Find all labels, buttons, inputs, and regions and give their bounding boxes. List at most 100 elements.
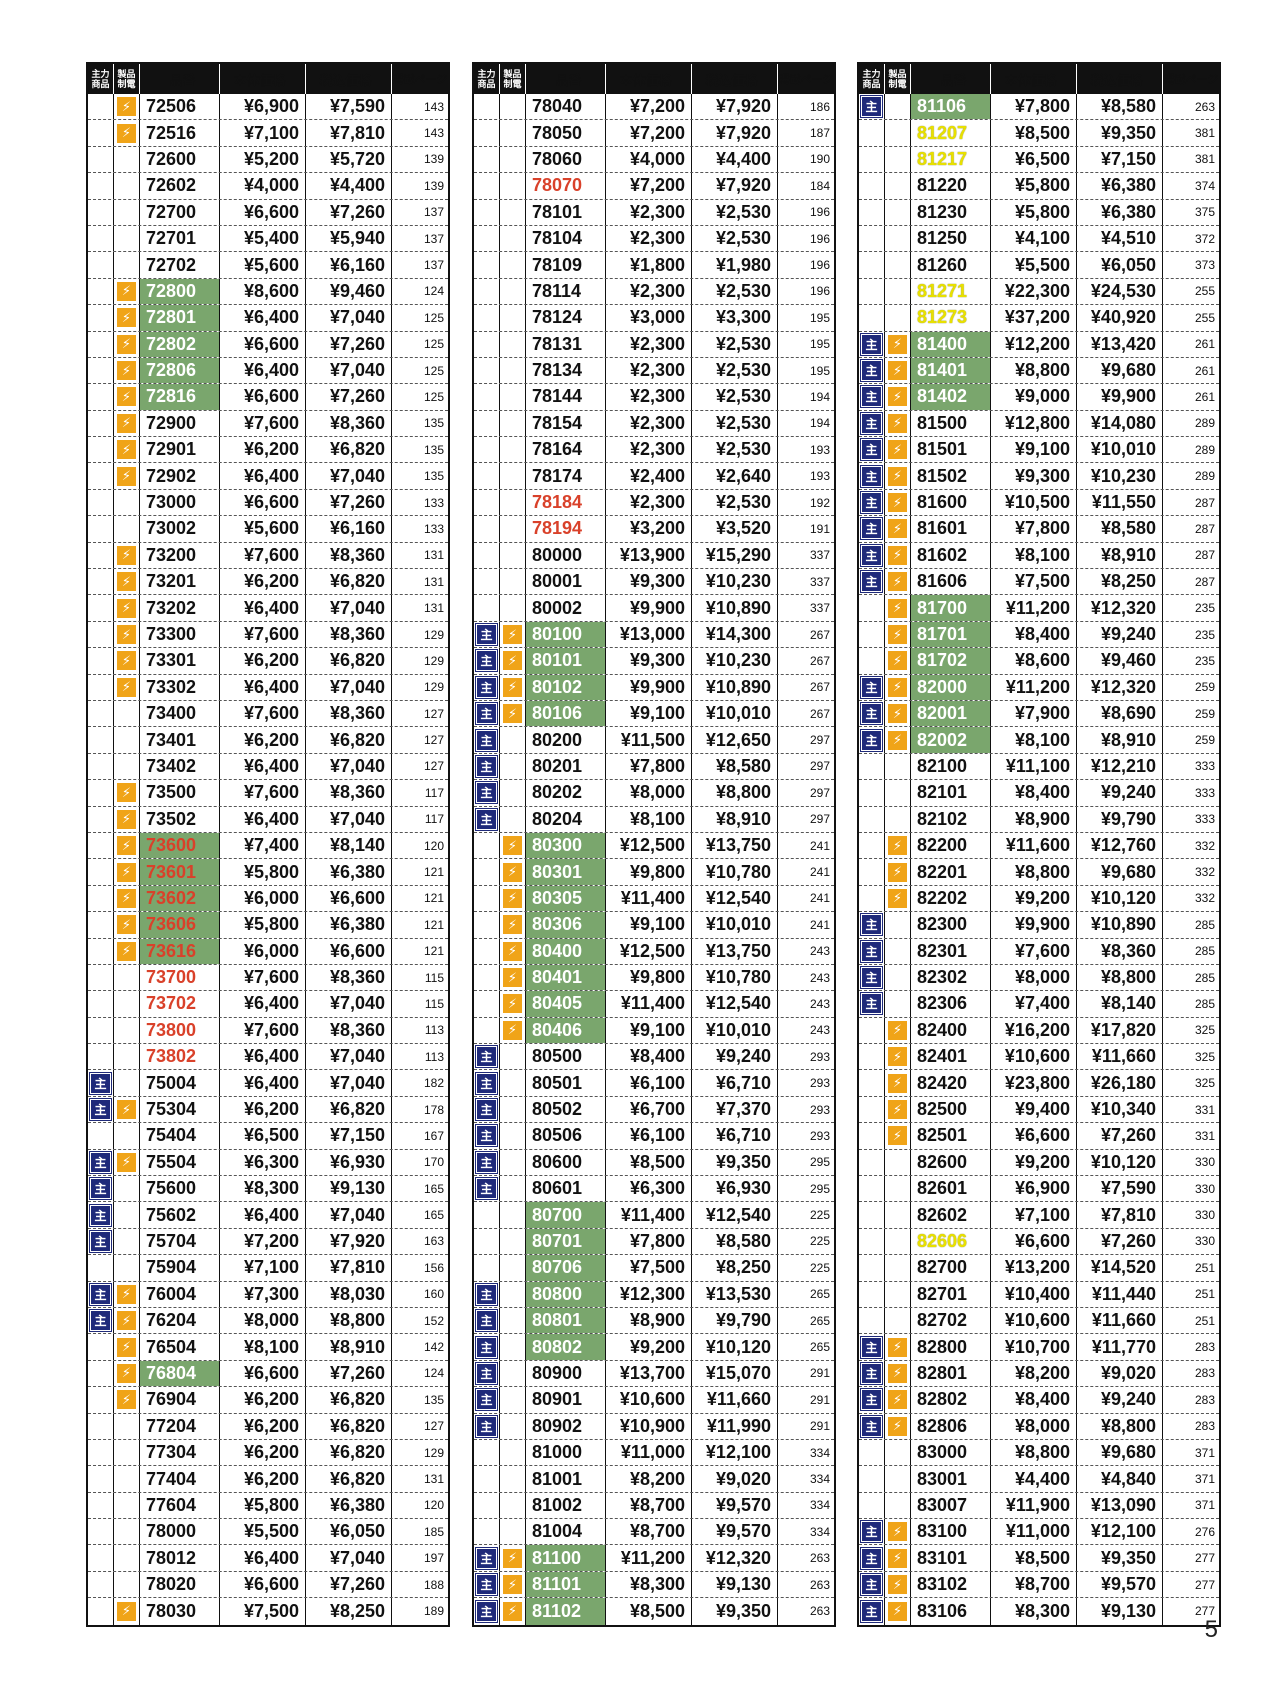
product-code: 80706 (526, 1255, 606, 1281)
antistatic-cell (500, 252, 526, 278)
antistatic-cell (500, 806, 526, 832)
table-row: ⚡ 76904 ¥6,200 ¥6,820 135 (88, 1387, 448, 1414)
tax-included-price: ¥8,140 (1077, 991, 1163, 1017)
table-row: 主 75704 ¥7,200 ¥7,920 163 (88, 1228, 448, 1256)
product-code: 83100 (911, 1519, 991, 1545)
lightning-icon: ⚡ (888, 493, 907, 513)
antistatic-cell (114, 1017, 140, 1044)
catalog-page: 131 (423, 548, 444, 563)
lightning-icon: ⚡ (503, 915, 522, 935)
catalog-page: 251 (1194, 1260, 1215, 1275)
main-product-badge: 主 (860, 1414, 883, 1438)
product-code: 73202 (140, 595, 220, 621)
lightning-icon: ⚡ (503, 1601, 522, 1621)
base-price: ¥7,500 (220, 1598, 306, 1625)
table-header: 主力 商品 製品 制電 品番 本体価格 税込価格 掲載ページ (859, 64, 1219, 94)
main-product-cell: 主 (474, 1123, 500, 1149)
main-product-cell: 主 (88, 1070, 114, 1096)
lightning-icon: ⚡ (888, 730, 907, 750)
catalog-page: 142 (423, 1340, 444, 1355)
main-product-cell (88, 357, 114, 384)
antistatic-cell (114, 1545, 140, 1571)
product-code: 81502 (911, 463, 991, 489)
tax-included-price: ¥14,300 (692, 621, 778, 648)
product-code: 76804 (140, 1360, 220, 1387)
main-product-cell (859, 1281, 885, 1307)
base-price: ¥8,700 (991, 1571, 1077, 1598)
lightning-icon: ⚡ (888, 704, 907, 724)
product-code: 72806 (140, 357, 220, 384)
product-code: 82420 (911, 1070, 991, 1096)
catalog-page: 187 (809, 126, 830, 141)
product-code: 78164 (526, 437, 606, 463)
product-code: 75404 (140, 1123, 220, 1149)
base-price: ¥6,500 (220, 1123, 306, 1149)
main-product-badge: 主 (89, 1229, 112, 1253)
catalog-page: 277 (1194, 1551, 1215, 1566)
tax-included-price: ¥10,780 (692, 859, 778, 885)
antistatic-cell (114, 1519, 140, 1545)
tax-included-price: ¥6,820 (306, 1439, 392, 1466)
table-row: 主 ⚡ 82000 ¥11,200 ¥12,320 259 (859, 674, 1219, 701)
main-product-cell (88, 912, 114, 938)
catalog-page: 137 (423, 258, 444, 273)
base-price: ¥9,400 (991, 1096, 1077, 1123)
catalog-page: 267 (809, 706, 830, 721)
lightning-icon: ⚡ (503, 1575, 522, 1595)
antistatic-cell: ⚡ (500, 621, 526, 648)
table-row: ⚡ 73300 ¥7,600 ¥8,360 129 (88, 621, 448, 649)
antistatic-cell: ⚡ (885, 1360, 911, 1387)
antistatic-cell (500, 1466, 526, 1492)
base-price: ¥2,300 (606, 384, 692, 410)
base-price: ¥9,900 (606, 595, 692, 621)
antistatic-cell (500, 542, 526, 569)
catalog-page: 131 (423, 601, 444, 616)
base-price: ¥11,000 (991, 1519, 1077, 1545)
product-code: 78114 (526, 278, 606, 305)
catalog-page: 135 (423, 416, 444, 431)
catalog-page: 243 (809, 1023, 830, 1038)
catalog-page: 125 (423, 389, 444, 404)
base-price: ¥4,400 (991, 1466, 1077, 1492)
main-product-cell (474, 331, 500, 357)
table-row: ⚡ 82200 ¥11,600 ¥12,760 332 (859, 832, 1219, 860)
catalog-page: 165 (423, 1181, 444, 1196)
main-product-cell: 主 (859, 489, 885, 516)
base-price: ¥6,400 (220, 806, 306, 832)
product-code: 80204 (526, 806, 606, 832)
header-main: 主力 商品 (859, 64, 885, 94)
antistatic-cell (500, 384, 526, 410)
lightning-icon: ⚡ (117, 413, 136, 433)
table-row: ⚡ 81701 ¥8,400 ¥9,240 235 (859, 621, 1219, 649)
product-code: 72600 (140, 146, 220, 173)
tax-included-price: ¥9,680 (1077, 1439, 1163, 1466)
base-price: ¥9,200 (991, 1149, 1077, 1176)
catalog-page: 285 (1194, 917, 1215, 932)
catalog-page: 241 (809, 891, 830, 906)
tax-included-price: ¥9,790 (1077, 806, 1163, 832)
lightning-icon: ⚡ (117, 1363, 136, 1383)
antistatic-cell: ⚡ (885, 1017, 911, 1044)
main-product-cell (474, 384, 500, 410)
tax-included-price: ¥2,530 (692, 357, 778, 384)
product-code: 78144 (526, 384, 606, 410)
base-price: ¥13,900 (606, 542, 692, 569)
base-price: ¥37,200 (991, 305, 1077, 331)
catalog-page: 129 (423, 653, 444, 668)
base-price: ¥7,600 (220, 964, 306, 991)
table-row: ⚡ 80301 ¥9,800 ¥10,780 241 (474, 859, 834, 886)
tax-included-price: ¥8,800 (306, 1307, 392, 1334)
main-product-cell (88, 516, 114, 542)
catalog-page: 333 (1194, 785, 1215, 800)
catalog-page: 334 (809, 1445, 830, 1460)
product-code: 82000 (911, 674, 991, 700)
product-code: 73002 (140, 516, 220, 542)
main-product-cell (88, 991, 114, 1017)
lightning-icon: ⚡ (888, 1522, 907, 1542)
table-row: 82700 ¥13,200 ¥14,520 251 (859, 1255, 1219, 1282)
main-product-cell: 主 (474, 1281, 500, 1307)
price-table-2: 主力 商品 製品 制電 品番 本体価格 税込価格 掲載ページ 78040 ¥7,200 ¥7,920… (472, 62, 836, 1627)
antistatic-cell (500, 199, 526, 225)
product-code: 80901 (526, 1387, 606, 1413)
main-product-badge: 主 (860, 1335, 883, 1359)
